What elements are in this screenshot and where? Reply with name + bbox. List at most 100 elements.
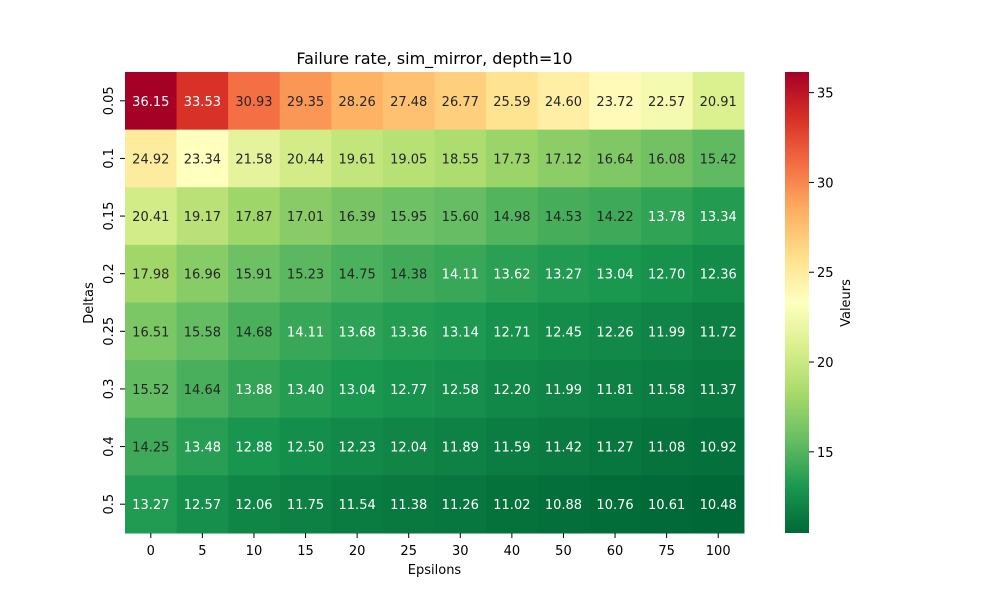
cell-value-label: 10.76 [596,498,633,513]
heatmap-cell [125,417,178,476]
cell-value-label: 14.68 [235,325,272,340]
heatmap-cell [331,187,384,246]
heatmap-cell [692,72,745,131]
heatmap-cell [331,72,384,131]
cell-value-label: 12.77 [390,383,427,398]
colorbar-tick-label: 25 [817,266,834,281]
cell-value-label: 14.38 [390,268,427,283]
heatmap-cell [692,417,745,476]
cell-value-label: 10.92 [700,441,737,456]
colorbar [785,72,809,533]
cell-value-label: 15.42 [700,152,737,167]
cell-value-label: 11.08 [648,441,685,456]
cell-value-label: 23.34 [184,152,221,167]
colorbar-tick-label: 20 [817,356,834,371]
cell-value-label: 11.89 [442,441,479,456]
cell-value-label: 21.58 [235,152,272,167]
colorbar-ticks: 15 20 25 30 35 [809,87,834,461]
y-tick-label: 0.15 [102,202,117,231]
cell-value-label: 14.75 [339,268,376,283]
heatmap-cell [434,302,487,361]
cell-value-label: 13.62 [493,268,530,283]
heatmap-cell [692,360,745,419]
cell-value-label: 13.27 [545,268,582,283]
cell-value-label: 11.38 [390,498,427,513]
heatmap-cell [640,129,693,188]
cell-value-label: 36.15 [132,95,169,110]
cell-value-label: 12.70 [648,268,685,283]
cell-value-label: 11.27 [596,441,633,456]
cell-value-label: 33.53 [184,95,221,110]
heatmap-cell [279,187,332,246]
cell-value-label: 11.81 [596,383,633,398]
x-tick-label: 5 [198,544,206,559]
x-tick-label: 0 [147,544,155,559]
heatmap-cell [228,360,281,419]
cell-value-label: 28.26 [339,95,376,110]
cell-value-label: 14.64 [184,383,221,398]
cell-value-label: 20.44 [287,152,324,167]
heatmap-cell [176,360,229,419]
cell-value-label: 12.23 [339,441,376,456]
cell-value-label: 13.27 [132,498,169,513]
cell-value-label: 11.72 [700,325,737,340]
heatmap-cell [228,417,281,476]
heatmap-cell [176,475,229,534]
heatmap-cell [486,417,539,476]
heatmap-cell [589,360,642,419]
heatmap-cells [125,72,745,534]
cell-value-label: 13.78 [648,210,685,225]
heatmap-cell [125,72,178,131]
heatmap-cell [537,187,590,246]
cell-value-label: 19.17 [184,210,221,225]
cell-value-label: 14.98 [493,210,530,225]
heatmap-cell [589,72,642,131]
cell-value-label: 13.36 [390,325,427,340]
y-tick-label: 0.2 [102,263,117,284]
cell-value-label: 10.61 [648,498,685,513]
cell-value-label: 12.71 [493,325,530,340]
heatmap-cell [537,475,590,534]
cell-value-label: 15.91 [235,268,272,283]
cell-value-label: 12.06 [235,498,272,513]
cell-value-label: 17.01 [287,210,324,225]
cell-value-label: 13.48 [184,441,221,456]
cell-value-label: 17.12 [545,152,582,167]
cell-value-label: 15.58 [184,325,221,340]
cell-value-label: 18.55 [442,152,479,167]
colorbar-tick-label: 30 [817,176,834,191]
cell-value-label: 25.59 [493,95,530,110]
cell-value-label: 13.88 [235,383,272,398]
cell-value-label: 14.22 [596,210,633,225]
cell-value-label: 11.99 [648,325,685,340]
heatmap-cell [279,417,332,476]
cell-value-label: 19.05 [390,152,427,167]
heatmap-cell [176,72,229,131]
cell-value-label: 11.58 [648,383,685,398]
cell-value-label: 17.98 [132,268,169,283]
cell-value-label: 15.52 [132,383,169,398]
cell-value-label: 16.08 [648,152,685,167]
cell-value-label: 14.25 [132,441,169,456]
heatmap-cell [692,129,745,188]
heatmap-cell [382,72,435,131]
heatmap-cell [382,302,435,361]
cell-value-label: 29.35 [287,95,324,110]
cell-value-label: 11.02 [493,498,530,513]
heatmap-cell [640,187,693,246]
x-tick-label: 75 [658,544,675,559]
cell-value-label: 11.42 [545,441,582,456]
heatmap-cell [382,360,435,419]
heatmap-cell [589,417,642,476]
cell-value-label: 14.11 [442,268,479,283]
x-axis: 0 5 10 15 20 25 30 40 50 60 75 100 [147,533,731,559]
cell-value-label: 17.87 [235,210,272,225]
heatmap-cell [434,475,487,534]
cell-value-label: 24.92 [132,152,169,167]
heatmap-cell [537,302,590,361]
colorbar-tick-label: 15 [817,446,834,461]
cell-value-label: 13.68 [339,325,376,340]
heatmap-cell [228,129,281,188]
x-tick-label: 15 [297,544,314,559]
x-tick-label: 60 [607,544,624,559]
